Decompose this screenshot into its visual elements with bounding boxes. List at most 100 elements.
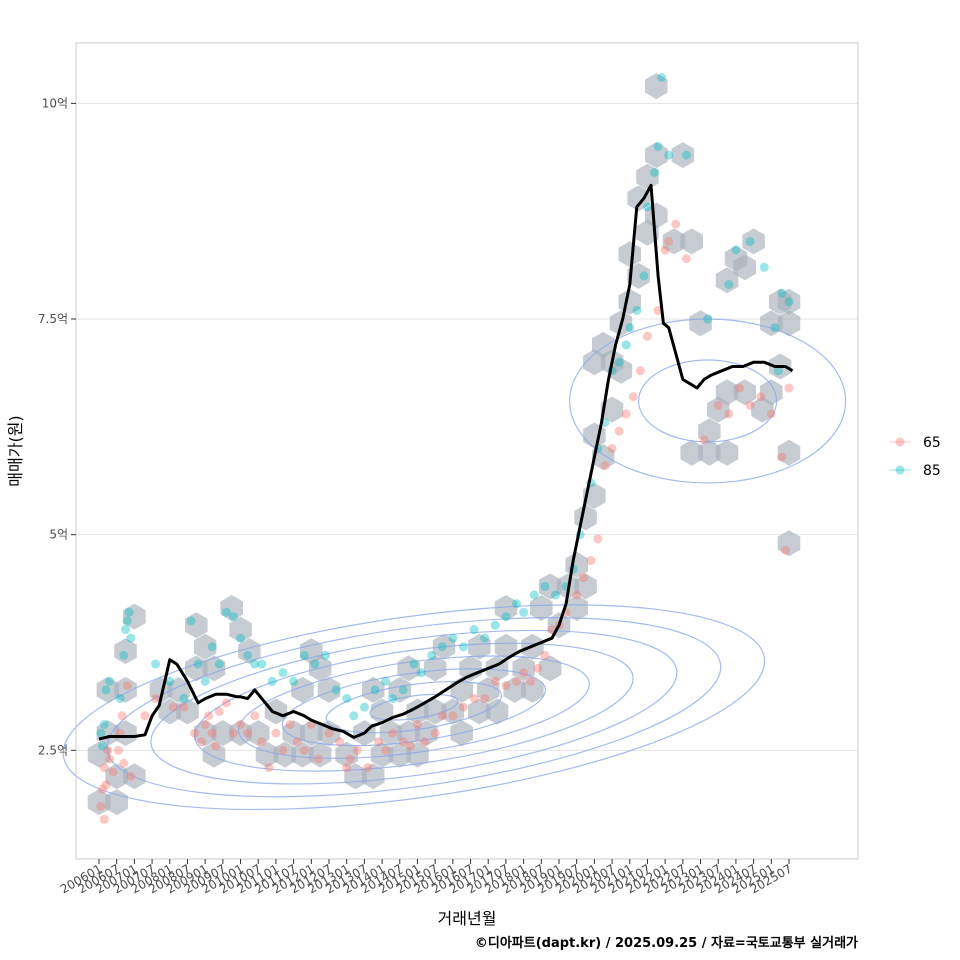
hexbin-layer <box>87 73 801 816</box>
data-point-85 <box>625 323 635 333</box>
hexbin-cell <box>742 228 765 255</box>
hexbin-cell <box>777 439 801 466</box>
data-point-65 <box>352 745 362 755</box>
hexbin-cell <box>565 595 588 621</box>
hexbin-cell <box>291 741 314 768</box>
data-point-65 <box>285 719 295 729</box>
hexbin-cell <box>698 418 721 445</box>
data-point-85 <box>310 659 320 669</box>
data-point-85 <box>501 612 511 622</box>
data-point-65 <box>519 668 529 678</box>
legend: 65 85 <box>889 435 941 479</box>
data-point-85 <box>359 702 369 712</box>
hexbin-cell <box>468 698 491 725</box>
y-axis-title: 매매가(원) <box>6 415 25 486</box>
data-point-65 <box>105 754 115 764</box>
points-layer <box>96 73 794 824</box>
data-point-85 <box>745 236 755 246</box>
hexbin-cell <box>680 228 703 255</box>
data-point-65 <box>207 728 217 738</box>
data-point-65 <box>671 219 681 229</box>
hexbin-cell <box>220 595 243 621</box>
legend-label-85: 85 <box>923 463 941 479</box>
data-point-85 <box>200 676 210 686</box>
density-contour-layer <box>62 318 847 811</box>
hexbin-cell <box>291 676 314 703</box>
data-point-85 <box>621 340 631 350</box>
data-point-65 <box>243 728 253 738</box>
data-point-65 <box>292 737 302 747</box>
data-point-65 <box>430 728 440 738</box>
data-point-65 <box>99 814 109 824</box>
data-point-65 <box>374 737 384 747</box>
data-point-85 <box>519 607 529 617</box>
data-point-85 <box>186 616 196 626</box>
hexbin-cell <box>335 741 358 768</box>
data-point-65 <box>363 763 373 773</box>
hexbin-cell <box>423 698 447 725</box>
legend-label-65: 65 <box>923 435 941 451</box>
data-point-85 <box>115 694 125 704</box>
hexbin-cell <box>521 676 544 703</box>
data-point-85 <box>724 280 734 290</box>
legend-item-85: 85 <box>889 463 941 479</box>
data-point-85 <box>409 659 419 669</box>
hexbin-cell <box>530 595 553 621</box>
data-point-65 <box>540 650 550 660</box>
data-point-85 <box>540 581 550 591</box>
data-point-85 <box>480 633 490 643</box>
data-point-85 <box>214 659 224 669</box>
data-point-65 <box>713 400 723 410</box>
data-point-85 <box>98 741 108 751</box>
data-point-65 <box>126 771 136 781</box>
y-tick-label: 10억 <box>42 96 68 110</box>
hexbin-cell <box>574 573 597 600</box>
density-contour <box>238 655 590 759</box>
legend-key-dot-65 <box>895 437 905 447</box>
hexbin-cell <box>247 720 270 747</box>
hexbin-cell <box>627 185 650 212</box>
data-point-65 <box>119 758 129 768</box>
data-point-65 <box>103 745 113 755</box>
data-point-85 <box>257 659 267 669</box>
data-point-65 <box>745 400 755 410</box>
hexbin-cell <box>494 595 518 621</box>
data-point-65 <box>777 452 787 462</box>
data-point-65 <box>512 676 522 686</box>
hexbin-cell <box>397 720 420 747</box>
data-point-65 <box>586 556 596 566</box>
hexbin-cell <box>423 655 447 682</box>
data-point-65 <box>600 461 610 471</box>
data-point-85 <box>342 694 352 704</box>
hexbin-cell <box>777 530 801 557</box>
hexbin-cell <box>229 616 252 643</box>
hexbin-cell <box>689 310 712 337</box>
data-point-85 <box>388 694 398 704</box>
hexbin-cell <box>485 698 509 725</box>
data-point-65 <box>264 763 274 773</box>
data-point-85 <box>614 357 624 367</box>
data-point-85 <box>398 685 408 695</box>
trend-line-layer <box>98 183 794 741</box>
density-contour <box>194 642 634 772</box>
hexbin-cell <box>662 228 686 255</box>
data-point-85 <box>126 633 136 643</box>
hexbin-cell <box>600 396 624 423</box>
data-point-85 <box>469 625 479 635</box>
y-tick-label: 7.5억 <box>38 312 68 326</box>
hexbin-cell <box>114 720 137 747</box>
density-contour <box>638 359 778 443</box>
data-point-85 <box>381 676 391 686</box>
data-point-85 <box>632 305 642 315</box>
hexbin-cell <box>618 241 641 268</box>
data-point-85 <box>437 642 447 652</box>
hexbin-cell <box>415 720 438 747</box>
data-point-65 <box>756 392 766 402</box>
hexbin-cell <box>202 741 226 768</box>
x-axis: 2006012006072007012007072008012008072009… <box>58 859 795 897</box>
data-point-65 <box>699 435 709 445</box>
data-point-65 <box>271 728 281 738</box>
data-point-65 <box>221 698 231 708</box>
data-point-65 <box>257 737 267 747</box>
hexbin-cell <box>87 741 111 768</box>
